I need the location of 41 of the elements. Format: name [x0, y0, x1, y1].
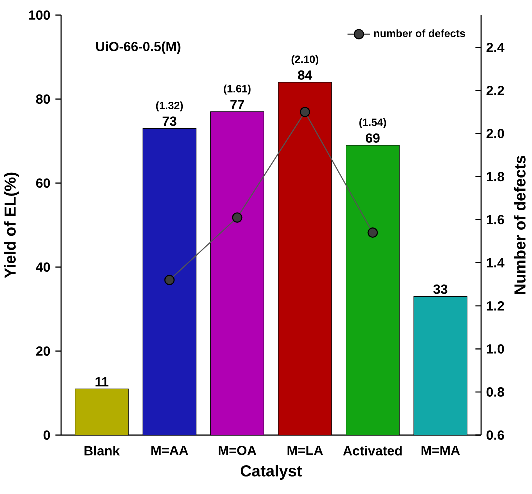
- annotation: (1.54): [360, 118, 386, 128]
- y-tick-label: 20: [36, 346, 50, 356]
- y-axis-title: Yield of EL(%): [4, 172, 20, 278]
- data-label: 33: [434, 284, 448, 294]
- y2-tick-label: 2.4: [486, 43, 505, 52]
- x-tick-label: Blank: [84, 446, 120, 456]
- data-label: 11: [96, 377, 109, 387]
- data-label: 69: [366, 134, 380, 143]
- x-tick-label: M=MA: [422, 446, 460, 456]
- y2-axis-title: Number of defects: [514, 156, 526, 294]
- y-tick-label: 40: [36, 262, 50, 272]
- x-tick-label: M=LA: [288, 446, 324, 456]
- point: [368, 228, 378, 238]
- y-tick-label: 80: [36, 94, 50, 104]
- y2-tick-label: 1.6: [487, 215, 504, 225]
- y-tick-label: 60: [36, 178, 50, 188]
- x-axis-title: Catalyst: [240, 465, 302, 480]
- y-tick-label: 100: [29, 10, 50, 20]
- point: [164, 275, 175, 286]
- y2-tick-label: 1.2: [487, 301, 504, 311]
- data-label: 77: [230, 100, 244, 110]
- y2-tick-label: 1.0: [487, 344, 504, 354]
- y-tick-label: 0: [44, 430, 50, 440]
- point: [300, 107, 310, 118]
- data-label: 73: [162, 116, 177, 126]
- y2-tick-label: 2.2: [486, 86, 504, 96]
- legend-label: number of defects: [374, 30, 466, 38]
- y2-tick-label: 1.4: [487, 258, 505, 268]
- y2-tick-label: 0.8: [486, 388, 504, 397]
- annotation: (1.61): [224, 84, 251, 95]
- annotation: (1.32): [156, 102, 184, 112]
- point: [232, 212, 243, 223]
- x-tick-label: M=OA: [218, 446, 256, 456]
- annotation: (2.10): [292, 55, 319, 66]
- y2-tick-label: 2.0: [486, 129, 504, 138]
- y2-tick-label: 1.8: [487, 172, 504, 182]
- x-tick-label: M=AA: [152, 446, 188, 456]
- data-label: 84: [298, 70, 313, 80]
- y2-tick-label: 0.6: [486, 430, 504, 440]
- x-tick-label: Activated: [343, 446, 402, 456]
- text: UiO-66-0.5(M): [96, 42, 181, 54]
